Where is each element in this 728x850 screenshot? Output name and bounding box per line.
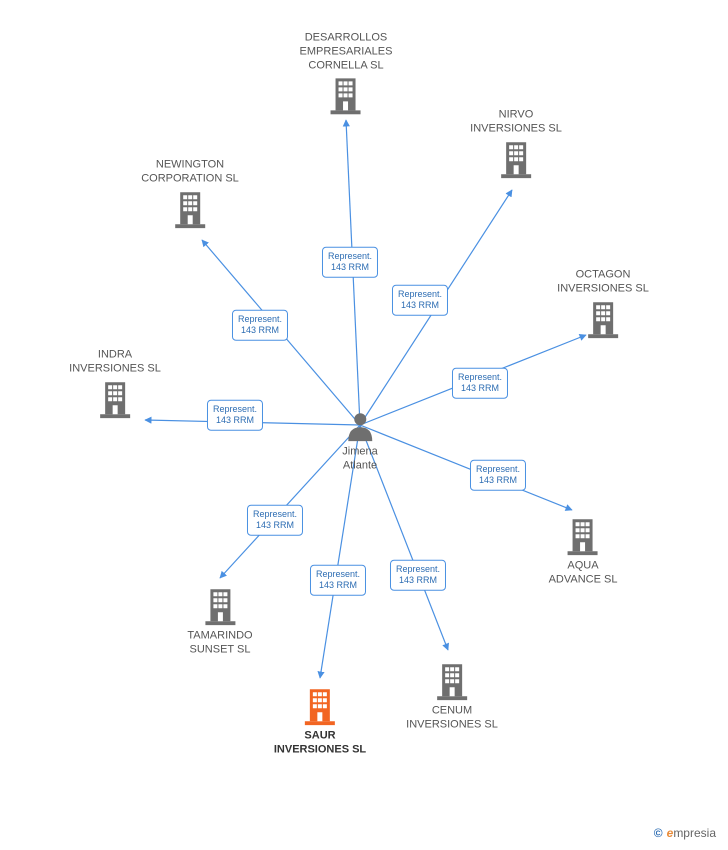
- company-label: AQUA ADVANCE SL: [549, 559, 618, 587]
- center-person-node[interactable]: Jimena Atlante: [342, 407, 377, 473]
- building-icon: [173, 190, 207, 228]
- edge-label: Represent. 143 RRM: [322, 247, 378, 278]
- center-person-label: Jimena Atlante: [342, 445, 377, 473]
- building-icon: [499, 140, 533, 178]
- edge-label: Represent. 143 RRM: [207, 400, 263, 431]
- company-node-desarrollos[interactable]: DESARROLLOS EMPRESARIALES CORNELLA SL: [300, 31, 393, 118]
- company-node-indra[interactable]: INDRA INVERSIONES SL: [69, 348, 161, 422]
- footer-attribution: © empresia: [654, 826, 716, 840]
- person-icon: [346, 411, 374, 441]
- network-diagram: Jimena Atlante DESARROLLOS EMPRESARIALES…: [0, 0, 728, 850]
- copyright-symbol: ©: [654, 826, 663, 840]
- edge-label: Represent. 143 RRM: [392, 285, 448, 316]
- company-label: OCTAGON INVERSIONES SL: [557, 268, 649, 296]
- company-node-aqua[interactable]: AQUA ADVANCE SL: [549, 513, 618, 587]
- company-node-tamarindo[interactable]: TAMARINDO SUNSET SL: [187, 583, 252, 657]
- company-label: TAMARINDO SUNSET SL: [187, 629, 252, 657]
- building-icon: [566, 517, 600, 555]
- company-node-newington[interactable]: NEWINGTON CORPORATION SL: [141, 158, 239, 232]
- company-node-cenum[interactable]: CENUM INVERSIONES SL: [406, 658, 498, 732]
- company-label: DESARROLLOS EMPRESARIALES CORNELLA SL: [300, 31, 393, 72]
- edge-label: Represent. 143 RRM: [390, 560, 446, 591]
- building-icon: [203, 587, 237, 625]
- company-label: NEWINGTON CORPORATION SL: [141, 158, 239, 186]
- company-label: NIRVO INVERSIONES SL: [470, 108, 562, 136]
- building-icon: [329, 77, 363, 115]
- edge-label: Represent. 143 RRM: [247, 505, 303, 536]
- company-node-octagon[interactable]: OCTAGON INVERSIONES SL: [557, 268, 649, 342]
- company-label: SAUR INVERSIONES SL: [274, 729, 366, 757]
- edge-label: Represent. 143 RRM: [232, 310, 288, 341]
- company-node-saur[interactable]: SAUR INVERSIONES SL: [274, 683, 366, 757]
- edge-label: Represent. 143 RRM: [470, 460, 526, 491]
- edge-line: [360, 425, 572, 510]
- building-icon: [98, 380, 132, 418]
- company-node-nirvo[interactable]: NIRVO INVERSIONES SL: [470, 108, 562, 182]
- edge-label: Represent. 143 RRM: [310, 565, 366, 596]
- brand-name: empresia: [667, 826, 716, 840]
- company-label: CENUM INVERSIONES SL: [406, 704, 498, 732]
- building-icon: [586, 300, 620, 338]
- company-label: INDRA INVERSIONES SL: [69, 348, 161, 376]
- edge-label: Represent. 143 RRM: [452, 368, 508, 399]
- building-icon: [435, 662, 469, 700]
- building-icon: [303, 687, 337, 725]
